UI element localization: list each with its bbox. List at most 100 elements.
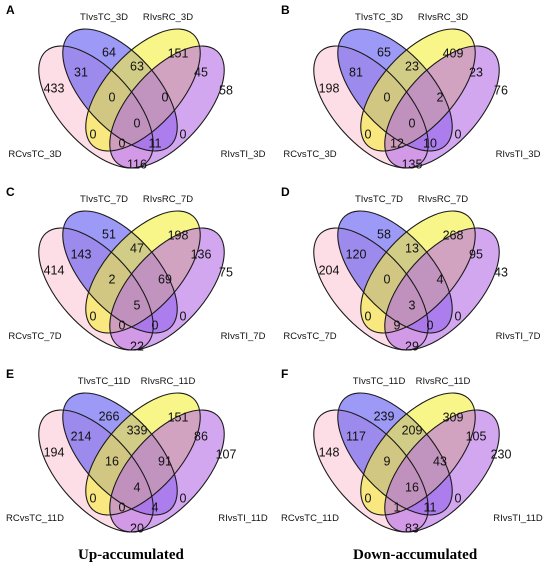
- count-ti: 65: [377, 45, 391, 59]
- set-label-rcvstc: RCvsTC_11D: [6, 513, 64, 524]
- set-label-rcvstc: RCvsTC_11D: [281, 513, 339, 524]
- count-rc-ti-ri: 16: [105, 454, 119, 468]
- count-rc: 433: [44, 81, 65, 95]
- count-all: 4: [134, 480, 141, 494]
- venn-diagram: C TIvsTC_7D RIvsRC_7D RCvsTC_7D RIvsTI_7…: [6, 185, 266, 353]
- count-rc-ri: 0: [365, 491, 372, 505]
- set-label-rivsti: RIvsTI_7D: [221, 331, 266, 342]
- venn-panel-d: D TIvsTC_7D RIvsRC_7D RCvsTC_7D RIvsTI_7…: [275, 182, 550, 364]
- count-rc-ti-ri: 2: [109, 272, 116, 286]
- set-label-tivstc: TIvsTC_7D: [355, 194, 403, 205]
- count-rt: 75: [219, 265, 233, 279]
- panel-letter: D: [281, 185, 290, 199]
- count-rc-ti-ri: 0: [384, 272, 391, 286]
- count-ti-rt: 0: [180, 491, 187, 505]
- venn-panel-b: B TIvsTC_3D RIvsRC_3D RCvsTC_3D RIvsTI_3…: [275, 0, 550, 182]
- count-rc-ti-ri: 9: [384, 454, 391, 468]
- count-rc-ti: 117: [346, 429, 366, 443]
- set-label-rivsrc: RIvsRC_7D: [418, 194, 468, 205]
- venn-diagram: B TIvsTC_3D RIvsRC_3D RCvsTC_3D RIvsTI_3…: [281, 3, 541, 171]
- set-label-tivstc: TIvsTC_7D: [80, 194, 128, 205]
- set-label-rivsti: RIvsTI_3D: [221, 149, 266, 160]
- count-rc-ri-rt: 0: [152, 318, 159, 332]
- count-rc-rt: 22: [130, 339, 144, 353]
- count-ti-rt: 0: [455, 491, 462, 505]
- count-rc-ti-rt: 12: [390, 136, 404, 150]
- set-label-tivstc: TIvsTC_3D: [80, 12, 128, 23]
- count-rc-ri-rt: 0: [427, 318, 434, 332]
- count-rc-ti-rt: 0: [119, 500, 126, 514]
- count-rc-ti-rt: 9: [394, 318, 401, 332]
- count-rc-ri: 0: [90, 127, 97, 141]
- venn-panel-a: A TIvsTC_3D RIvsRC_3D RCvsTC_3D RIvsTI_3…: [0, 0, 275, 182]
- count-ti: 58: [377, 227, 391, 241]
- count-rc-ri: 0: [365, 127, 372, 141]
- count-rc-ti-rt: 0: [119, 318, 126, 332]
- count-rc-ti-rt: 1: [394, 500, 401, 514]
- count-rc: 198: [319, 81, 340, 95]
- count-ti-rt: 0: [455, 309, 462, 323]
- set-label-rivsti: RIvsTI_11D: [493, 513, 543, 524]
- count-rc: 194: [44, 445, 65, 459]
- venn-panel-e: E TIvsTC_11D RIvsRC_11D RCvsTC_11D RIvsT…: [0, 364, 275, 546]
- count-ri: 268: [443, 228, 464, 242]
- count-ri-rt: 23: [469, 65, 483, 79]
- count-rc: 204: [319, 263, 340, 277]
- set-label-tivstc: TIvsTC_11D: [78, 376, 131, 387]
- venn-panel-c: C TIvsTC_7D RIvsRC_7D RCvsTC_7D RIvsTI_7…: [0, 182, 275, 364]
- count-all: 3: [409, 298, 416, 312]
- count-ri-rt: 105: [466, 429, 487, 443]
- set-label-rivsrc: RIvsRC_11D: [416, 376, 471, 387]
- count-ti-ri: 209: [402, 423, 423, 437]
- count-ti-ri-rt: 4: [437, 272, 444, 286]
- set-label-rivsrc: RIvsRC_3D: [143, 12, 193, 23]
- count-all: 0: [134, 116, 141, 130]
- count-ti: 51: [102, 227, 116, 241]
- count-ti-ri-rt: 2: [437, 90, 444, 104]
- set-label-tivstc: TIvsTC_3D: [355, 12, 403, 23]
- count-rc-rt: 135: [402, 157, 423, 171]
- count-ri-rt: 45: [194, 65, 208, 79]
- count-ri: 409: [443, 46, 464, 60]
- panel-letter: B: [281, 3, 290, 17]
- set-label-rivsti: RIvsTI_11D: [218, 513, 268, 524]
- count-all: 0: [409, 116, 416, 130]
- caption-up-accumulated: Up-accumulated: [78, 547, 184, 563]
- count-all: 5: [134, 298, 141, 312]
- count-rc-ri-rt: 11: [424, 500, 437, 514]
- set-label-rivsti: RIvsTI_3D: [496, 149, 541, 160]
- count-ti-ri: 47: [130, 241, 144, 255]
- count-rc-rt: 83: [405, 521, 419, 535]
- panel-letter: F: [281, 367, 288, 381]
- count-ri: 151: [168, 46, 189, 60]
- count-rc-rt: 116: [127, 157, 147, 171]
- count-ti-ri-rt: 43: [433, 454, 447, 468]
- count-ti-ri-rt: 69: [158, 272, 172, 286]
- count-ti-ri: 13: [405, 241, 419, 255]
- count-rt: 58: [219, 83, 233, 97]
- set-label-rivsrc: RIvsRC_7D: [143, 194, 193, 205]
- count-ti-ri: 63: [130, 59, 144, 73]
- set-label-rivsrc: RIvsRC_3D: [418, 12, 468, 23]
- set-label-tivstc: TIvsTC_11D: [353, 376, 406, 387]
- count-ti: 266: [99, 409, 120, 423]
- count-rc-ti-ri: 0: [109, 90, 116, 104]
- count-rc-rt: 29: [405, 339, 419, 353]
- count-ti-ri: 23: [405, 59, 419, 73]
- venn-diagram: A TIvsTC_3D RIvsRC_3D RCvsTC_3D RIvsTI_3…: [6, 3, 266, 171]
- venn-panel-f: F TIvsTC_11D RIvsRC_11D RCvsTC_11D RIvsT…: [275, 364, 550, 546]
- venn-diagram: F TIvsTC_11D RIvsRC_11D RCvsTC_11D RIvsT…: [281, 367, 543, 535]
- caption-down-accumulated: Down-accumulated: [353, 547, 478, 563]
- set-label-rcvstc: RCvsTC_7D: [283, 331, 336, 342]
- count-ti-ri: 339: [127, 423, 148, 437]
- panel-letter: E: [6, 367, 14, 381]
- count-rc-ti: 143: [71, 247, 92, 261]
- count-ti-ri-rt: 0: [162, 90, 169, 104]
- count-rt: 107: [216, 447, 237, 461]
- count-ri-rt: 136: [191, 247, 212, 261]
- count-ti-ri-rt: 91: [158, 454, 172, 468]
- count-ti-rt: 0: [180, 127, 187, 141]
- count-rc-ti: 120: [346, 247, 367, 261]
- count-ri: 309: [443, 410, 464, 424]
- count-rc-ti: 214: [71, 429, 92, 443]
